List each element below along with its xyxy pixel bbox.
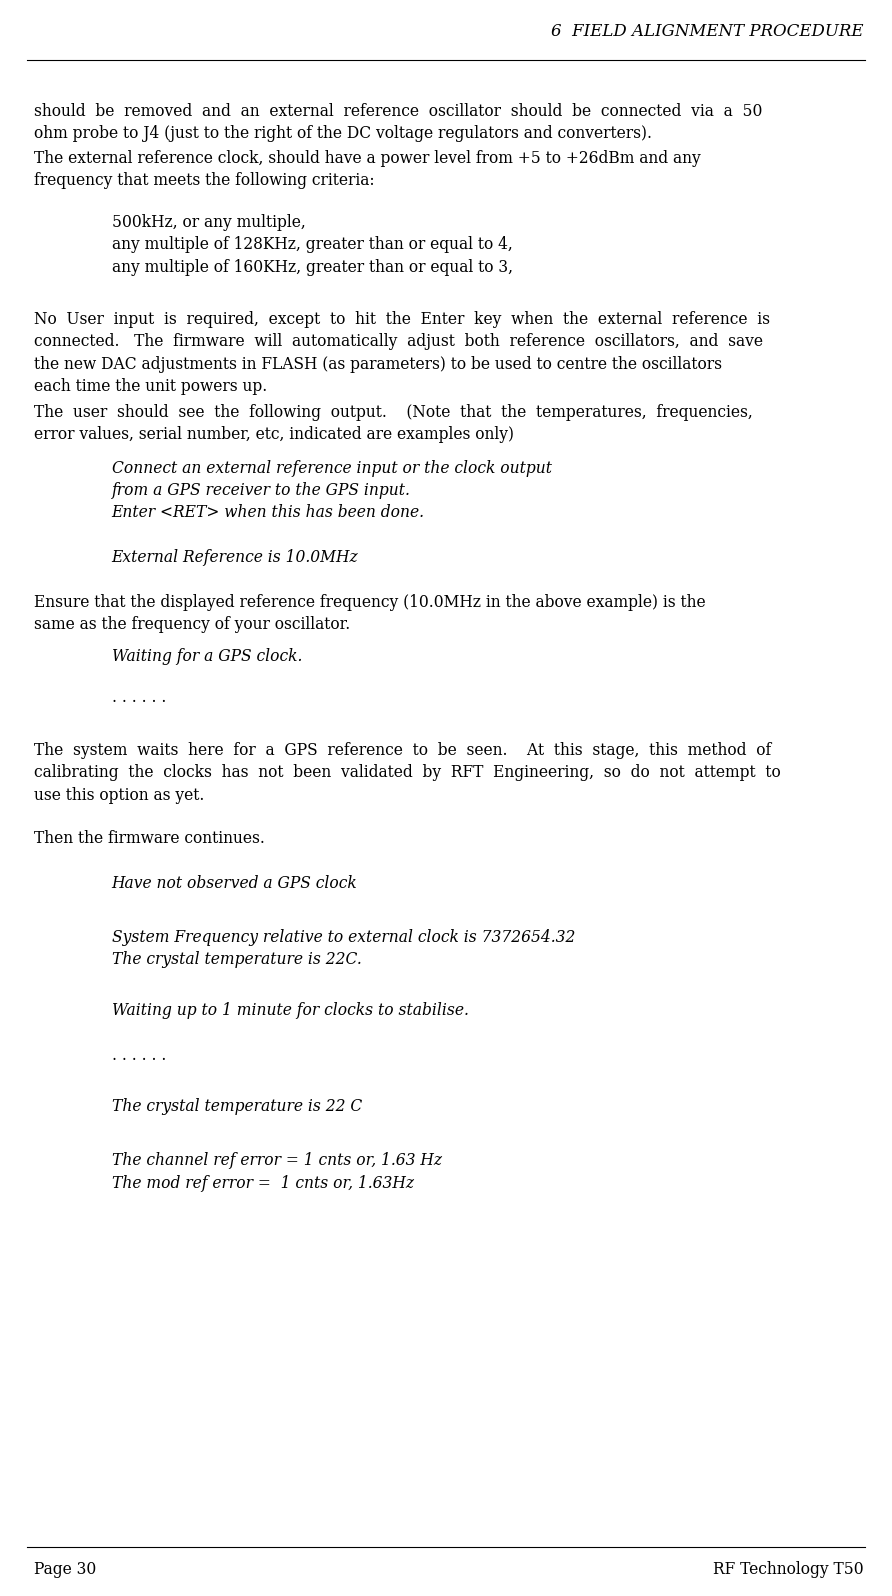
Text: Connect an external reference input or the clock output: Connect an external reference input or t… [112,460,551,477]
Text: . . . . . .: . . . . . . [112,689,166,707]
Text: No  User  input  is  required,  except  to  hit  the  Enter  key  when  the  ext: No User input is required, except to hit… [34,311,770,394]
Text: should  be  removed  and  an  external  reference  oscillator  should  be  conne: should be removed and an external refere… [34,102,763,142]
Text: Enter <RET> when this has been done.: Enter <RET> when this has been done. [112,504,425,522]
Text: The mod ref error =  1 cnts or, 1.63Hz: The mod ref error = 1 cnts or, 1.63Hz [112,1175,414,1192]
Text: Waiting for a GPS clock.: Waiting for a GPS clock. [112,648,301,666]
Text: Then the firmware continues.: Then the firmware continues. [34,830,265,847]
Text: Waiting up to 1 minute for clocks to stabilise.: Waiting up to 1 minute for clocks to sta… [112,1002,468,1020]
Text: from a GPS receiver to the GPS input.: from a GPS receiver to the GPS input. [112,482,410,500]
Text: External Reference is 10.0MHz: External Reference is 10.0MHz [112,549,358,567]
Text: The channel ref error = 1 cnts or, 1.63 Hz: The channel ref error = 1 cnts or, 1.63 … [112,1152,442,1170]
Text: The  system  waits  here  for  a  GPS  reference  to  be  seen.    At  this  sta: The system waits here for a GPS referenc… [34,742,780,803]
Text: Page 30: Page 30 [34,1561,96,1578]
Text: System Frequency relative to external clock is 7372654.32: System Frequency relative to external cl… [112,929,574,946]
Text: The crystal temperature is 22 C: The crystal temperature is 22 C [112,1098,362,1116]
Text: 6  FIELD ALIGNMENT PROCEDURE: 6 FIELD ALIGNMENT PROCEDURE [551,22,863,40]
Text: any multiple of 128KHz, greater than or equal to 4,: any multiple of 128KHz, greater than or … [112,236,512,254]
Text: Have not observed a GPS clock: Have not observed a GPS clock [112,875,358,892]
Text: Ensure that the displayed reference frequency (10.0MHz in the above example) is : Ensure that the displayed reference freq… [34,594,706,634]
Text: The external reference clock, should have a power level from +5 to +26dBm and an: The external reference clock, should hav… [34,150,700,190]
Text: 500kHz, or any multiple,: 500kHz, or any multiple, [112,214,305,231]
Text: any multiple of 160KHz, greater than or equal to 3,: any multiple of 160KHz, greater than or … [112,259,513,276]
Text: RF Technology T50: RF Technology T50 [713,1561,863,1578]
Text: The crystal temperature is 22C.: The crystal temperature is 22C. [112,951,361,969]
Text: . . . . . .: . . . . . . [112,1047,166,1065]
Text: The  user  should  see  the  following  output.    (Note  that  the  temperature: The user should see the following output… [34,404,753,444]
